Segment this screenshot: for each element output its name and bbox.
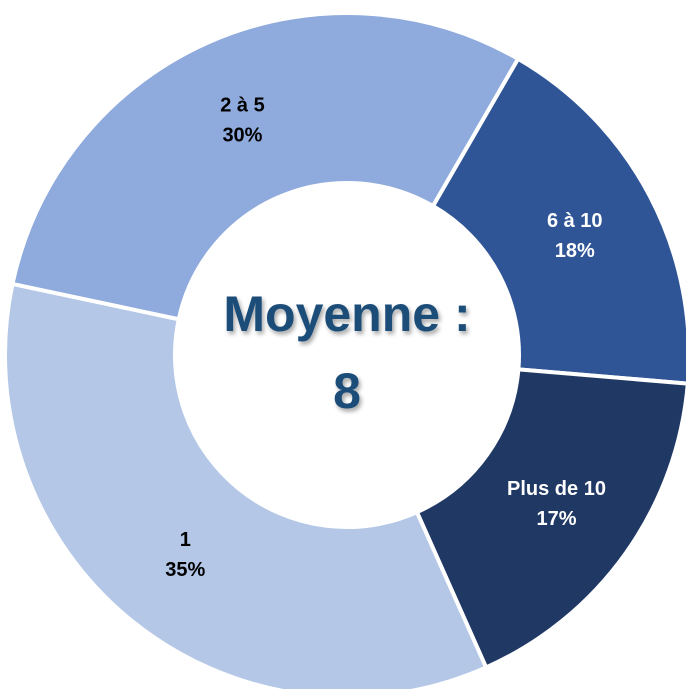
- slice-category: 2 à 5: [220, 95, 264, 117]
- center-label: Moyenne :: [223, 286, 470, 342]
- slice: [430, 56, 686, 386]
- slice: [10, 11, 521, 322]
- slice: [414, 367, 686, 671]
- center-value: 8: [333, 363, 361, 419]
- slice-category: 6 à 10: [547, 210, 603, 232]
- slice-category: 1: [180, 529, 191, 551]
- slice: [3, 281, 489, 689]
- slice-value-label: 30%: [222, 125, 262, 147]
- slice-category: Plus de 10: [507, 478, 606, 500]
- slice-value-label: 18%: [555, 240, 595, 262]
- slice-value-label: 17%: [536, 508, 576, 530]
- slice-value-label: 35%: [165, 559, 205, 581]
